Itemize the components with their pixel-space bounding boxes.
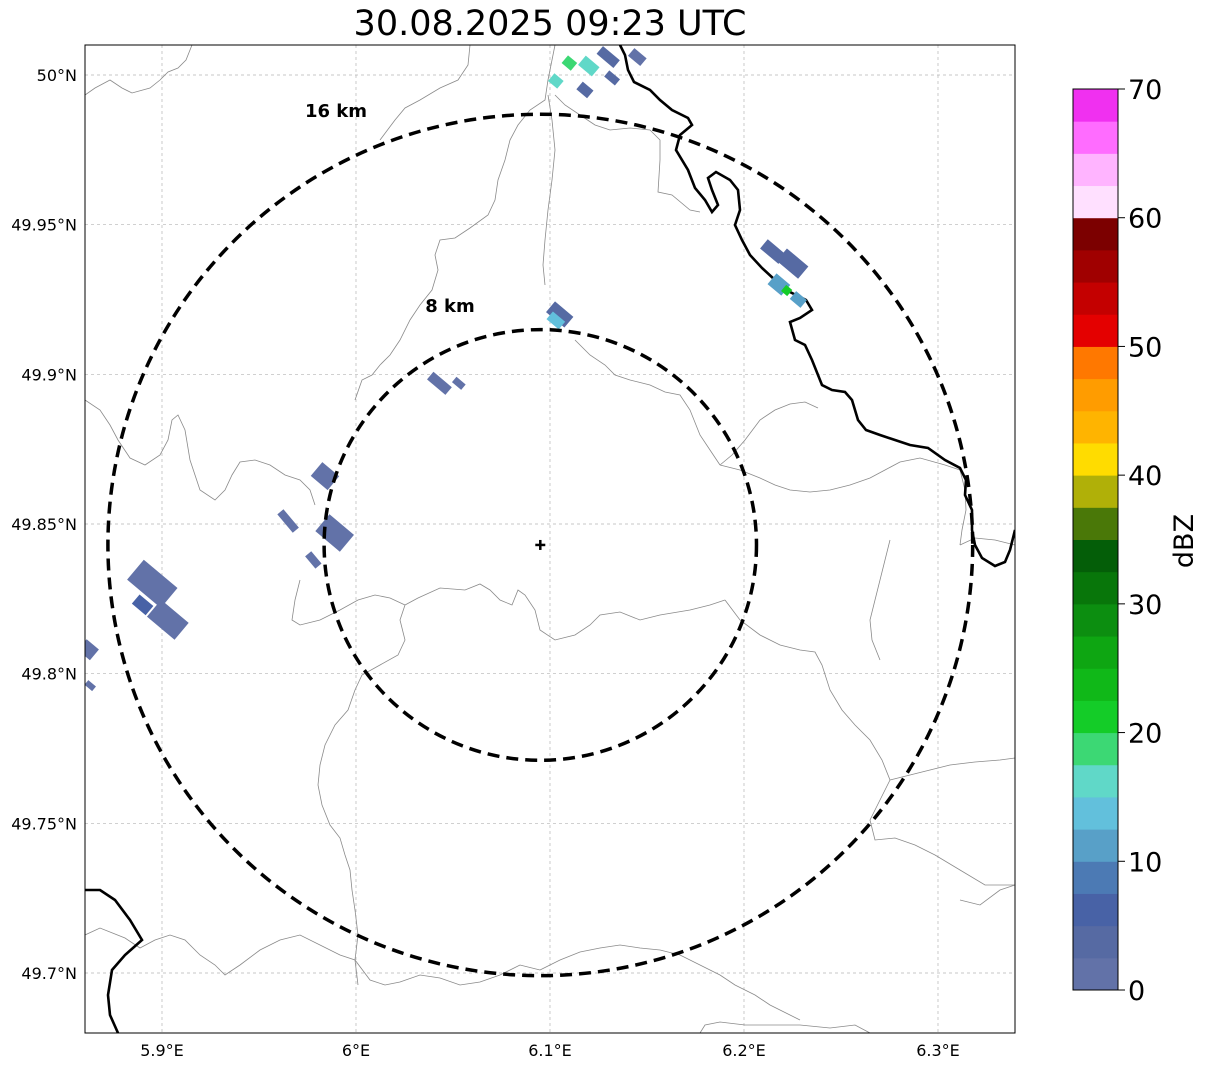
colorbar-tick-label: 0 — [1128, 976, 1145, 1007]
radar-echo-cell — [548, 73, 564, 89]
radar-echo-cell — [604, 70, 621, 86]
radar-echo-cell — [578, 55, 600, 77]
colorbar-swatch — [1073, 121, 1118, 154]
colorbar-tick-label: 20 — [1128, 719, 1162, 750]
lat-tick-label: 50°N — [37, 66, 77, 85]
lon-tick-label: 6.3°E — [916, 1041, 960, 1060]
radar-echo-cell — [776, 248, 809, 279]
radar-site-marker — [535, 539, 546, 550]
colorbar-swatch — [1073, 732, 1118, 766]
national-border — [85, 45, 1015, 1033]
latitude-tick-labels: 50°N 49.95°N 49.9°N 49.85°N 49.8°N 49.75°N 49.… — [11, 66, 77, 983]
range-ring — [322, 327, 759, 763]
radar-echo-cell — [789, 291, 807, 308]
colorbar-swatch — [1073, 442, 1118, 476]
colorbar-swatch — [1073, 153, 1118, 187]
radar-echo-cell — [85, 680, 96, 692]
colorbar-swatch — [1073, 636, 1118, 669]
colorbar — [1072, 88, 1119, 991]
colorbar-swatch — [1073, 475, 1118, 508]
radar-echo-cell — [146, 599, 189, 640]
colorbar-swatch — [1073, 346, 1118, 380]
colorbar-swatch — [1073, 314, 1118, 347]
colorbar-swatch — [1073, 282, 1118, 315]
colorbar-swatch — [1073, 829, 1118, 862]
colorbar-tick-label: 50 — [1128, 332, 1162, 363]
ring-label-8km: 8 km — [425, 296, 475, 317]
radar-echo-cell — [561, 55, 578, 71]
lat-tick-label: 49.9°N — [21, 365, 77, 384]
radar-echo-cell — [85, 639, 99, 661]
colorbar-swatch — [1073, 603, 1118, 637]
colorbar-swatch — [1073, 539, 1118, 573]
radar-echo-cell — [131, 594, 154, 616]
colorbar-swatch — [1073, 507, 1118, 540]
lon-tick-label: 5.9°E — [140, 1041, 184, 1060]
colorbar-swatch — [1073, 571, 1118, 605]
colorbar-swatch — [1073, 861, 1118, 894]
colorbar-tick-label: 60 — [1128, 204, 1162, 235]
lon-tick-label: 6.1°E — [528, 1041, 572, 1060]
radar-echo-cell — [315, 514, 354, 552]
colorbar-swatch — [1073, 378, 1118, 412]
colorbar-tick-label: 30 — [1128, 590, 1162, 621]
colorbar-tick-label: 10 — [1128, 847, 1162, 878]
radar-echo-cell — [596, 46, 620, 68]
colorbar-swatch — [1073, 957, 1118, 991]
colorbar-swatch — [1073, 410, 1118, 444]
radar-echo-cell — [427, 371, 452, 395]
radar-echo-cell — [627, 48, 647, 67]
radar-echo-cell — [576, 81, 594, 99]
lon-tick-label: 6°E — [342, 1041, 370, 1060]
lat-tick-label: 49.7°N — [21, 964, 77, 983]
colorbar-swatch — [1073, 185, 1118, 219]
range-rings — [106, 112, 975, 978]
lat-tick-label: 49.85°N — [11, 515, 77, 534]
radar-echo-cell — [781, 284, 793, 297]
colorbar-swatch — [1073, 796, 1118, 830]
ring-label-16km: 16 km — [305, 101, 367, 122]
range-ring — [106, 112, 975, 978]
lat-tick-label: 49.75°N — [11, 814, 77, 833]
colorbar-swatch — [1073, 925, 1118, 959]
radar-echo-cell — [546, 311, 566, 330]
radar-echo-cell — [310, 462, 340, 491]
radar-echo-cell — [277, 509, 299, 533]
lat-tick-label: 49.8°N — [21, 665, 77, 684]
radar-echoes — [85, 46, 809, 692]
colorbar-tick-labels: 0 10 20 30 40 50 60 70 — [1118, 75, 1162, 1007]
colorbar-swatch — [1073, 89, 1118, 122]
lon-tick-label: 6.2°E — [722, 1041, 766, 1060]
colorbar-swatch — [1073, 217, 1118, 251]
radar-echo-cell — [546, 301, 574, 328]
radar-echo-cell — [451, 376, 466, 390]
colorbar-tick-label: 40 — [1128, 461, 1162, 492]
gridlines — [85, 45, 1015, 1033]
colorbar-swatch — [1073, 249, 1118, 283]
radar-echo-cell — [305, 551, 322, 569]
colorbar-swatch — [1073, 700, 1118, 734]
plot-frame — [84, 44, 1016, 1034]
map-title: 30.08.2025 09:23 UTC — [353, 4, 747, 44]
radar-echo-cell — [127, 559, 178, 608]
colorbar-swatch — [1073, 893, 1118, 927]
colorbar-swatch — [1073, 764, 1118, 798]
colorbar-frame — [1072, 88, 1119, 991]
colorbar-label: dBZ — [1169, 514, 1200, 568]
lat-tick-label: 49.95°N — [11, 216, 77, 235]
colorbar-tick-label: 70 — [1128, 75, 1162, 106]
longitude-tick-labels: 5.9°E 6°E 6.1°E 6.2°E 6.3°E — [140, 1041, 960, 1060]
colorbar-swatch — [1073, 668, 1118, 701]
